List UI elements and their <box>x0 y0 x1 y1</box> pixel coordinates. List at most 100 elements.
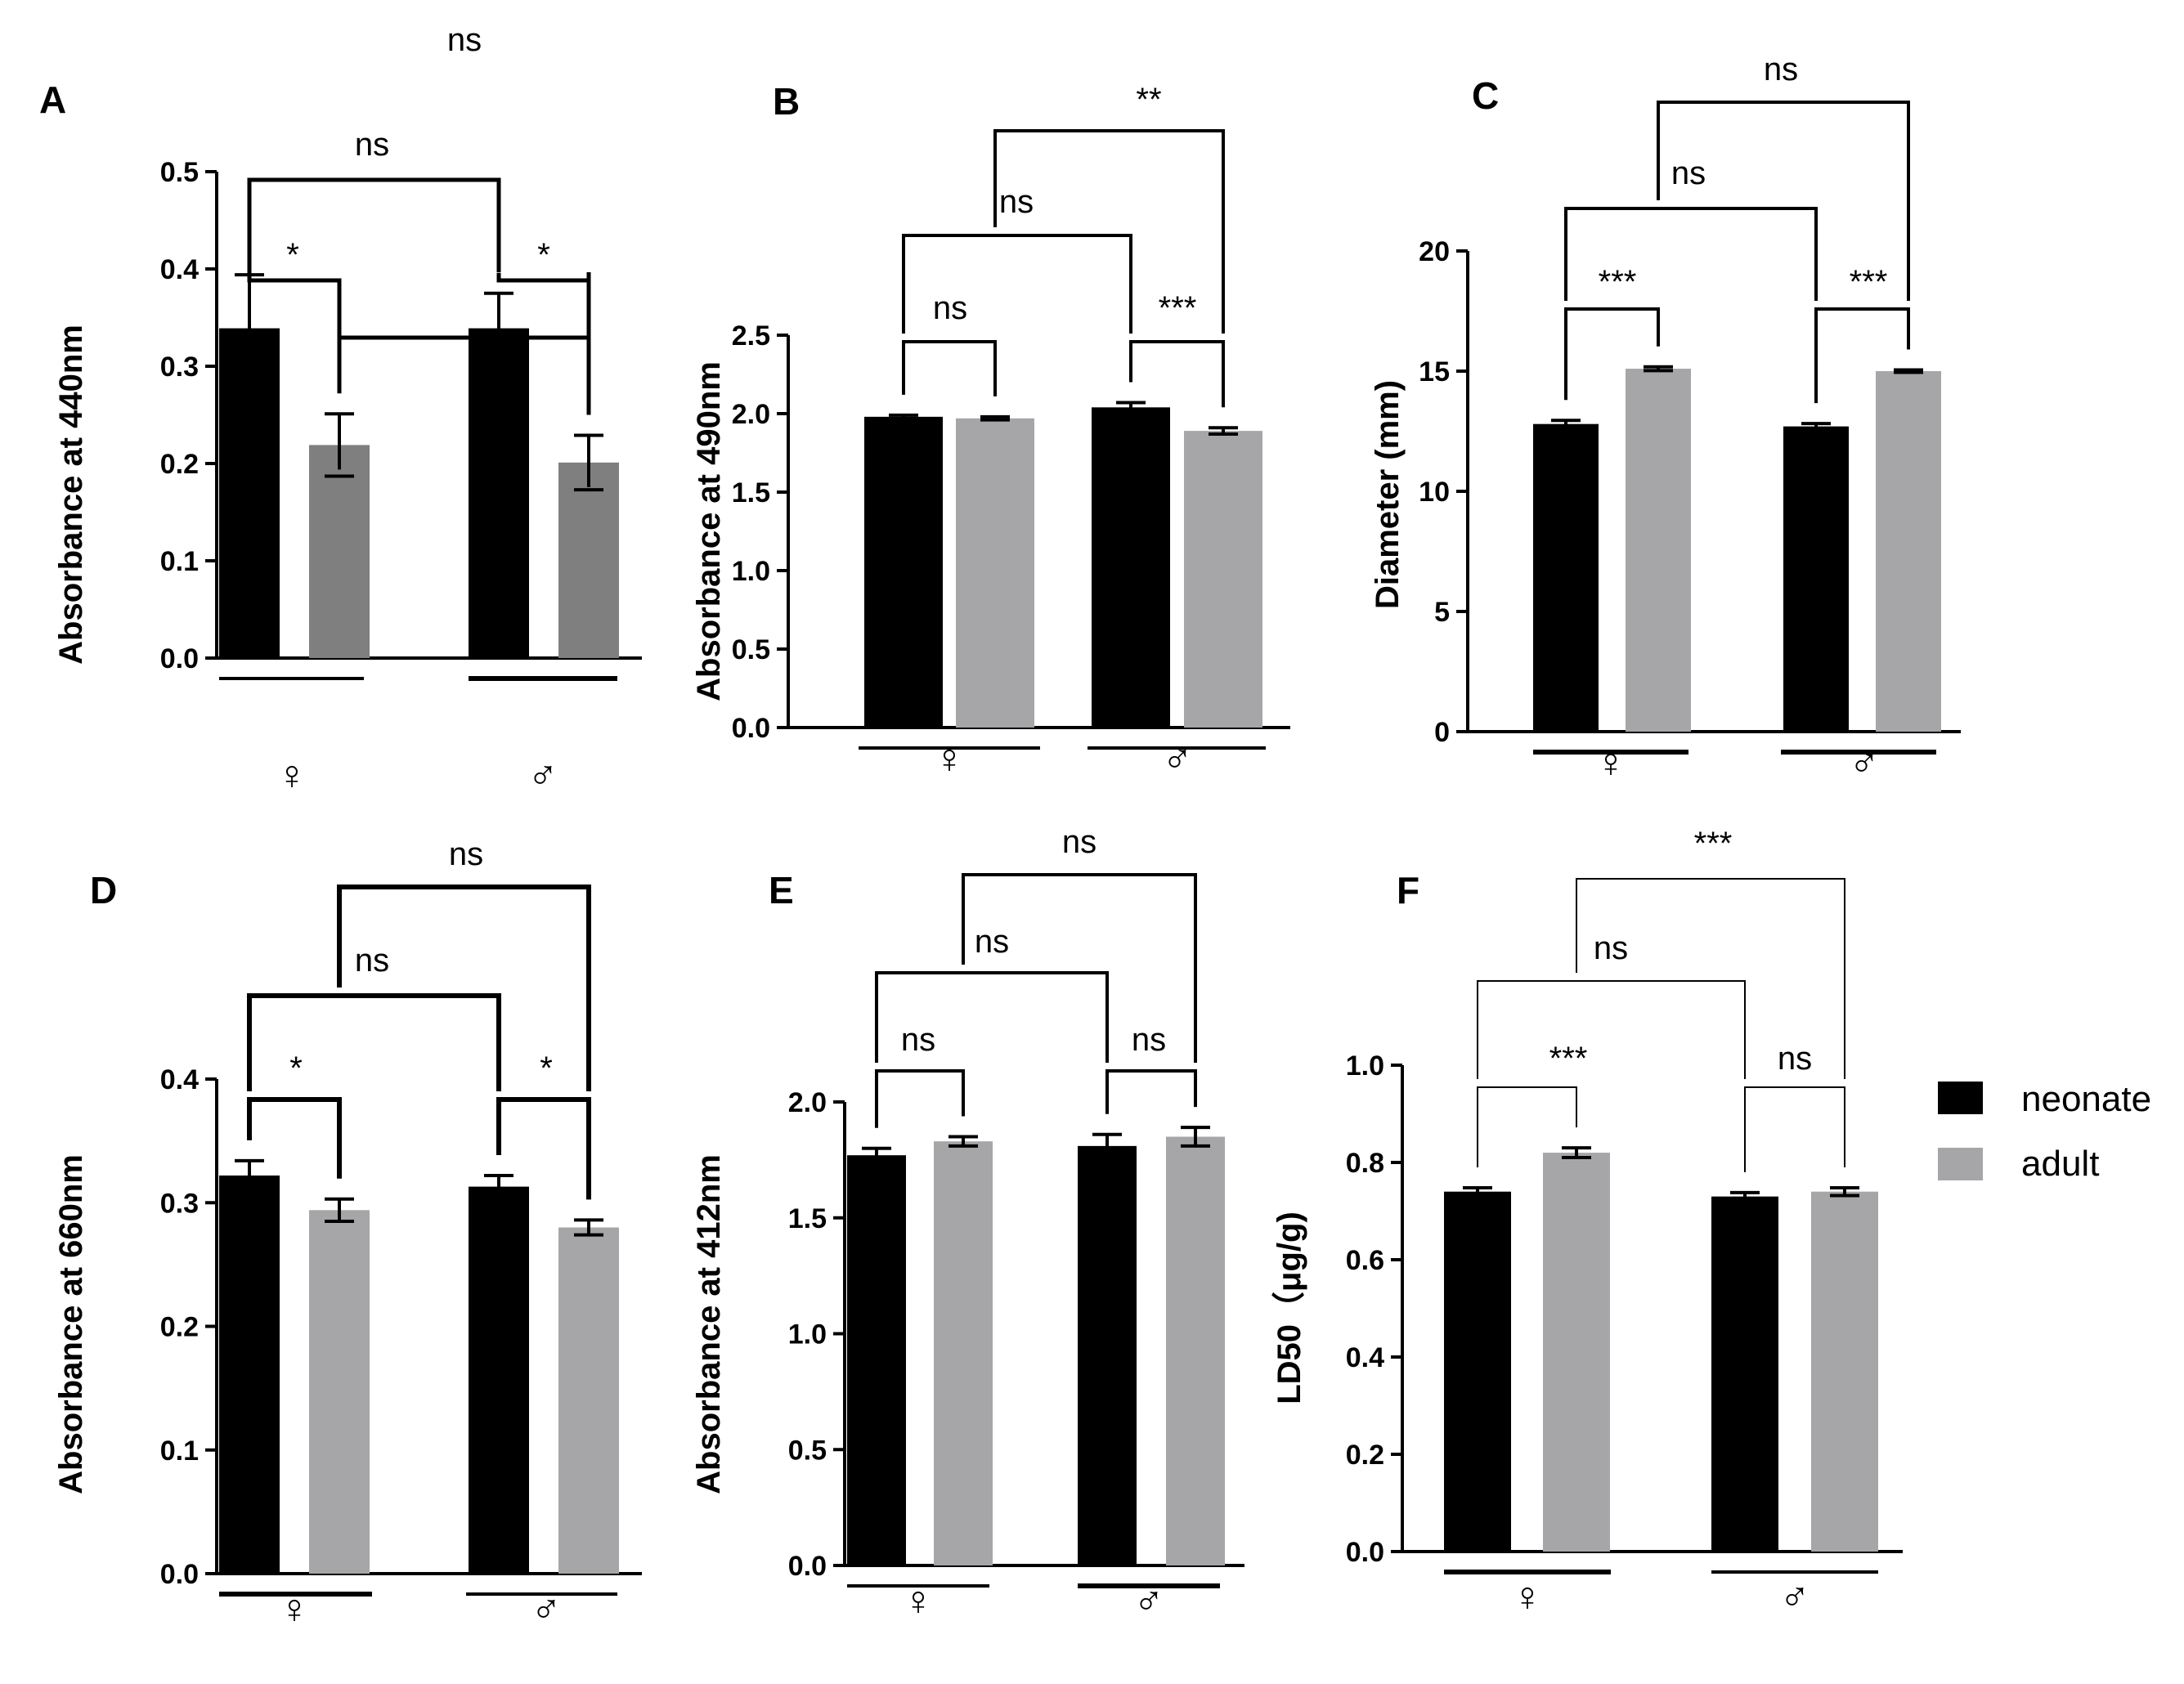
panel-letter: B <box>773 80 800 123</box>
significance-bracket-adult <box>962 873 1197 1063</box>
legend: neonate adult <box>1938 1079 2151 1184</box>
significance-label-female: ns <box>901 1022 935 1058</box>
bar-neonate-male <box>1092 407 1170 728</box>
group-label-female: ♀ <box>279 1586 310 1632</box>
bar-adult-male <box>558 462 619 658</box>
significance-label-male: ns <box>1778 1041 1812 1077</box>
significance-label-male: ns <box>1132 1022 1166 1058</box>
group-label-male: ♂ <box>1162 736 1193 782</box>
y-tick-label: 5 <box>1434 597 1450 628</box>
chart-panel-e: E Absorbance at 412nm 0.0 0.5 1.0 1.5 2.0 ♀ ♂ ns n… <box>691 824 1244 1624</box>
significance-label-male: *** <box>1159 290 1197 326</box>
significance-bracket-female <box>1564 307 1660 401</box>
y-tick-label: 0.4 <box>160 1064 199 1095</box>
y-tick-label: 10 <box>1419 477 1450 508</box>
y-axis-title: Absorbance at 412nm <box>691 1154 727 1494</box>
panel-letter: F <box>1397 869 1419 911</box>
bar-neonate-female <box>219 1175 280 1574</box>
significance-bracket-female <box>875 1069 965 1128</box>
bar-adult-male <box>1184 431 1262 728</box>
panel-letter: A <box>39 78 66 121</box>
bar-neonate-male <box>469 328 529 658</box>
significance-bracket-male <box>496 272 591 415</box>
bar-neonate-male <box>1078 1145 1137 1565</box>
y-tick-label: 0.2 <box>160 449 199 480</box>
chart-panel-c: C Diameter (mm) 0 5 10 15 20 ♀ ♂ *** *** ns ns <box>1370 52 1961 786</box>
y-tick-label: 0.1 <box>160 546 199 577</box>
bar-neonate-male <box>1783 426 1849 732</box>
chart-panel-f: F LD50（μg/g) 0.0 0.2 0.4 0.6 0.8 1.0 ♀ ♂ *** ns ns **… <box>1271 826 1903 1619</box>
y-tick-label: 0.1 <box>160 1435 199 1467</box>
y-axis-title: Absorbance at 490nm <box>691 361 727 701</box>
significance-label-female: *** <box>1599 264 1637 300</box>
y-tick-label: 1.0 <box>732 556 770 587</box>
y-axis-title: Absorbance at 440nm <box>53 325 89 665</box>
significance-label-neonate: ns <box>355 127 389 163</box>
bar-adult-female <box>309 445 370 658</box>
significance-label-adult: ns <box>1764 52 1798 87</box>
significance-label-male: * <box>537 237 550 273</box>
significance-label-adult: *** <box>1694 826 1733 862</box>
significance-bracket-male <box>1814 307 1910 404</box>
y-tick-label: 0.0 <box>160 643 199 674</box>
group-label-male: ♂ <box>531 1586 562 1632</box>
significance-bracket-adult <box>1657 101 1910 301</box>
y-tick-label: 20 <box>1419 236 1450 267</box>
y-tick-label: 2.0 <box>732 399 770 430</box>
significance-label-neonate: ns <box>355 943 389 979</box>
y-tick-label: 1.0 <box>788 1319 827 1350</box>
y-axis-title: Diameter (mm) <box>1370 380 1406 609</box>
group-label-female: ♀ <box>934 736 965 782</box>
legend-swatch-adult <box>1938 1148 1983 1180</box>
y-tick-label: 2.0 <box>788 1087 827 1118</box>
significance-label-female: *** <box>1549 1041 1588 1077</box>
significance-label-adult: ** <box>1136 82 1161 118</box>
significance-bracket-neonate <box>1564 207 1818 301</box>
y-tick-label: 0.0 <box>732 713 770 744</box>
panel-letter: C <box>1472 74 1499 117</box>
y-tick-label: 0.5 <box>732 634 770 665</box>
bar-adult-male <box>1811 1191 1878 1552</box>
bar-neonate-male <box>469 1186 529 1574</box>
significance-label-neonate: ns <box>1671 155 1706 191</box>
group-label-female: ♀ <box>903 1578 934 1624</box>
significance-bracket-male <box>1105 1069 1197 1114</box>
bar-neonate-female <box>219 328 280 658</box>
bar-neonate-female <box>1533 423 1599 732</box>
bar-adult-female <box>956 418 1034 728</box>
bar-adult-female <box>934 1141 993 1565</box>
significance-label-adult: ns <box>447 22 482 58</box>
bar-adult-female <box>1543 1153 1610 1552</box>
legend-swatch-neonate <box>1938 1082 1983 1114</box>
y-tick-label: 0.3 <box>160 1188 199 1219</box>
significance-bracket-adult <box>993 129 1225 334</box>
legend-label-neonate: neonate <box>2021 1079 2151 1119</box>
significance-bracket-male <box>1744 1086 1845 1172</box>
significance-bracket-female <box>247 1097 342 1179</box>
significance-bracket-neonate <box>902 234 1132 334</box>
significance-bracket-adult <box>337 885 591 1091</box>
significance-label-neonate: ns <box>975 924 1009 960</box>
y-tick-label: 0.4 <box>160 254 199 285</box>
legend-label-adult: adult <box>2021 1144 2099 1184</box>
significance-label-female: ns <box>933 290 967 326</box>
y-tick-label: 0.3 <box>160 352 199 383</box>
significance-bracket-female <box>902 340 997 396</box>
bar-adult-male <box>1166 1136 1225 1565</box>
y-axis-title: LD50（μg/g) <box>1271 1211 1307 1404</box>
y-tick-label: 2.5 <box>732 320 770 352</box>
significance-bracket-male <box>496 1097 591 1200</box>
significance-bracket-neonate <box>875 971 1109 1063</box>
y-axis-title: Absorbance at 660nm <box>53 1154 89 1494</box>
y-tick-label: 1.0 <box>1346 1050 1384 1082</box>
y-tick-label: 0.2 <box>1346 1440 1384 1471</box>
significance-label-neonate: ns <box>1594 930 1628 966</box>
y-tick-label: 0.0 <box>1346 1537 1384 1568</box>
chart-panel-d: D Absorbance at 660nm 0.0 0.1 0.2 0.3 0.4 ♀ ♂ * * n… <box>53 836 642 1632</box>
significance-bracket-neonate <box>247 993 501 1091</box>
bar-neonate-female <box>1444 1191 1511 1552</box>
panel-letter: D <box>90 869 117 911</box>
y-tick-label: 0.0 <box>788 1551 827 1582</box>
